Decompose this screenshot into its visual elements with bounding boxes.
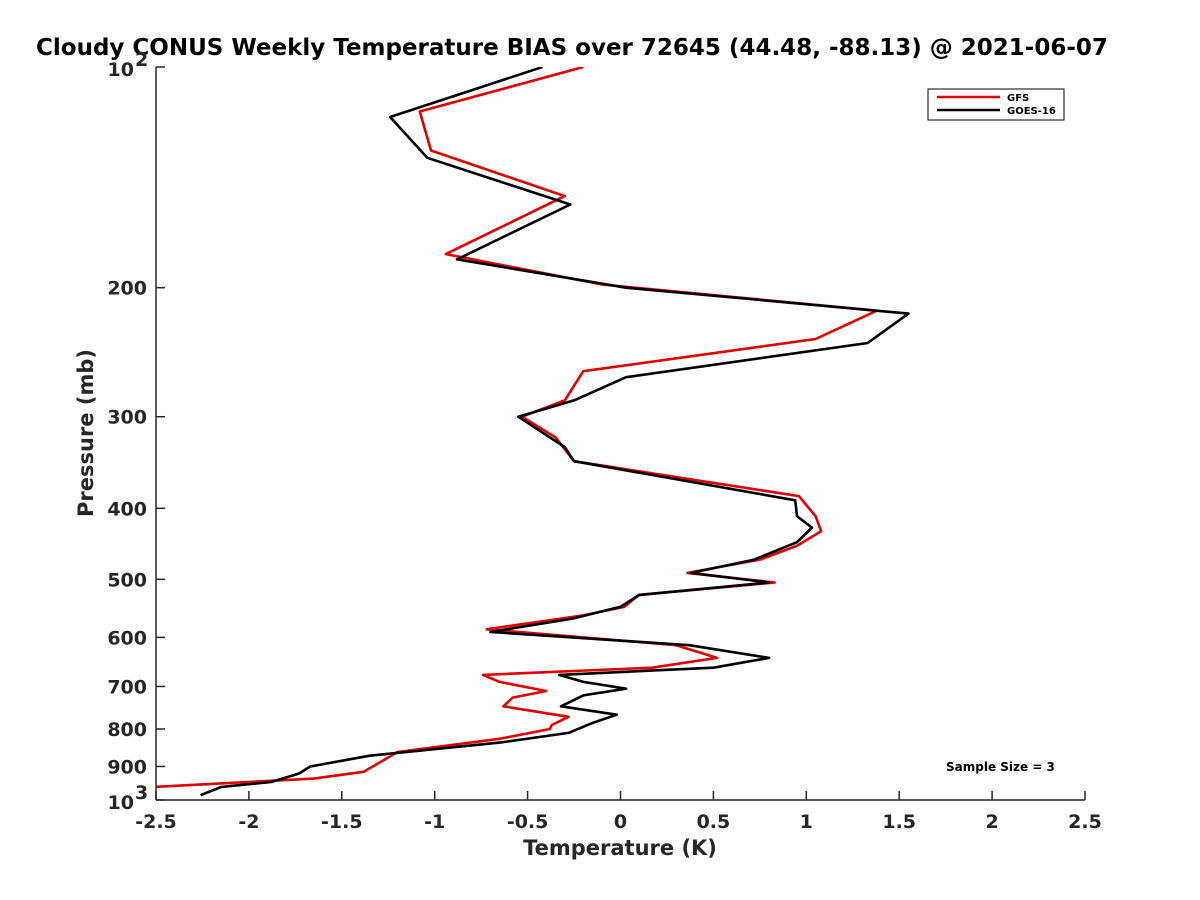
sample-size-annotation: Sample Size = 3 (946, 760, 1055, 774)
x-tick-label: -2 (238, 811, 259, 833)
x-tick-label: 2.5 (1068, 811, 1102, 833)
y-tick-label-power: 10 2 (108, 49, 149, 81)
y-tick-label: 400 (107, 498, 147, 520)
series-layer (156, 67, 910, 797)
x-tick-label: 1.5 (882, 811, 916, 833)
y-tick-label-base: 10 (108, 792, 134, 814)
x-tick-label: 0 (614, 811, 627, 833)
y-tick-label: 900 (107, 756, 147, 778)
legend: GFS GOES-16 (927, 88, 1065, 121)
x-tick-label: -2.5 (135, 811, 177, 833)
y-tick-label-power: 10 3 (108, 782, 149, 814)
x-tick-label: 1 (800, 811, 813, 833)
legend-box (927, 88, 1065, 121)
y-tick-label: 500 (107, 569, 147, 591)
y-tick-label: 700 (107, 676, 147, 698)
y-tick-label-base: 10 (108, 59, 134, 81)
x-tick-label: 0.5 (697, 811, 731, 833)
chart-title: Cloudy CONUS Weekly Temperature BIAS ove… (36, 35, 1108, 61)
x-tick-label: -0.5 (507, 811, 549, 833)
y-tick-label-exponent: 2 (135, 49, 148, 71)
series-line-goes16 (200, 67, 910, 797)
x-tick-label: 2 (985, 811, 998, 833)
y-tick-label: 300 (107, 407, 147, 429)
plot-area (156, 67, 1085, 800)
legend-label-gfs: GFS (1007, 93, 1029, 104)
x-axis: -2.5 -2 -1.5 -1 -0.5 0 0.5 1 1.5 2 2.5 (135, 791, 1102, 833)
y-axis-label: Pressure (mb) (74, 349, 98, 517)
x-tick-label: -1 (424, 811, 445, 833)
y-tick-label-exponent: 3 (135, 782, 148, 804)
legend-label-goes16: GOES-16 (1007, 106, 1056, 117)
x-axis-label: Temperature (K) (523, 836, 717, 860)
y-tick-label: 200 (107, 278, 147, 300)
y-tick-label: 800 (107, 719, 147, 741)
x-tick-label: -1.5 (321, 811, 363, 833)
y-tick-label: 600 (107, 627, 147, 649)
